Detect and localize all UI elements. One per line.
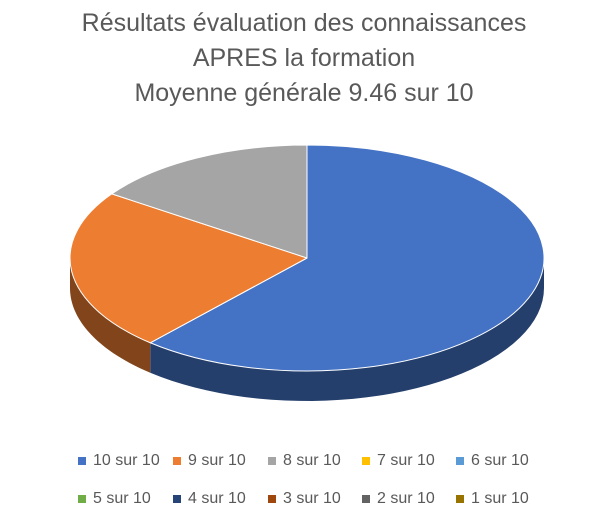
legend-swatch bbox=[268, 495, 276, 503]
legend-swatch bbox=[456, 495, 464, 503]
pie-slice-8-sur-10 bbox=[111, 144, 308, 259]
pie-slices bbox=[69, 144, 545, 372]
legend-item-1: 1 sur 10 bbox=[456, 490, 529, 508]
pie-side-10-sur-10 bbox=[150, 258, 544, 401]
chart-title-line-2: APRES la formation bbox=[192, 44, 416, 72]
legend-swatch bbox=[78, 457, 86, 465]
legend-label: 6 sur 10 bbox=[471, 452, 529, 469]
pie-side-walls bbox=[70, 258, 544, 401]
legend-item-10: 10 sur 10 bbox=[78, 452, 160, 470]
legend-item-5: 5 sur 10 bbox=[78, 490, 151, 508]
legend-item-4: 4 sur 10 bbox=[173, 490, 246, 508]
pie-chart bbox=[69, 144, 545, 401]
legend-row-1: 10 sur 10 9 sur 10 8 sur 10 7 sur 10 6 s… bbox=[0, 452, 608, 478]
chart-title-line-3: Moyenne générale 9.46 sur 10 bbox=[134, 79, 474, 107]
legend-label: 8 sur 10 bbox=[283, 452, 341, 469]
legend-label: 10 sur 10 bbox=[93, 452, 160, 469]
legend-label: 9 sur 10 bbox=[188, 452, 246, 469]
legend-item-7: 7 sur 10 bbox=[362, 452, 435, 470]
legend-swatch bbox=[362, 495, 370, 503]
pie-side-9-sur-10 bbox=[70, 258, 151, 373]
chart-title: Résultats évaluation des connaissances A… bbox=[0, 6, 608, 111]
legend-label: 4 sur 10 bbox=[188, 490, 246, 507]
legend-label: 5 sur 10 bbox=[93, 490, 151, 507]
legend-swatch bbox=[173, 457, 181, 465]
legend-label: 7 sur 10 bbox=[377, 452, 435, 469]
legend-item-3: 3 sur 10 bbox=[268, 490, 341, 508]
legend-item-9: 9 sur 10 bbox=[173, 452, 246, 470]
legend-label: 3 sur 10 bbox=[283, 490, 341, 507]
legend-label: 1 sur 10 bbox=[471, 490, 529, 507]
legend-swatch bbox=[456, 457, 464, 465]
legend-item-6: 6 sur 10 bbox=[456, 452, 529, 470]
pie-slice-10-sur-10 bbox=[149, 144, 545, 372]
legend-row-2: 5 sur 10 4 sur 10 3 sur 10 2 sur 10 1 su… bbox=[0, 490, 608, 516]
chart-title-line-1: Résultats évaluation des connaissances bbox=[81, 9, 527, 37]
legend-item-2: 2 sur 10 bbox=[362, 490, 435, 508]
legend-label: 2 sur 10 bbox=[377, 490, 435, 507]
legend-item-8: 8 sur 10 bbox=[268, 452, 341, 470]
legend-swatch bbox=[362, 457, 370, 465]
pie-slice-9-sur-10 bbox=[69, 193, 308, 344]
legend-swatch bbox=[78, 495, 86, 503]
legend-swatch bbox=[173, 495, 181, 503]
legend-swatch bbox=[268, 457, 276, 465]
